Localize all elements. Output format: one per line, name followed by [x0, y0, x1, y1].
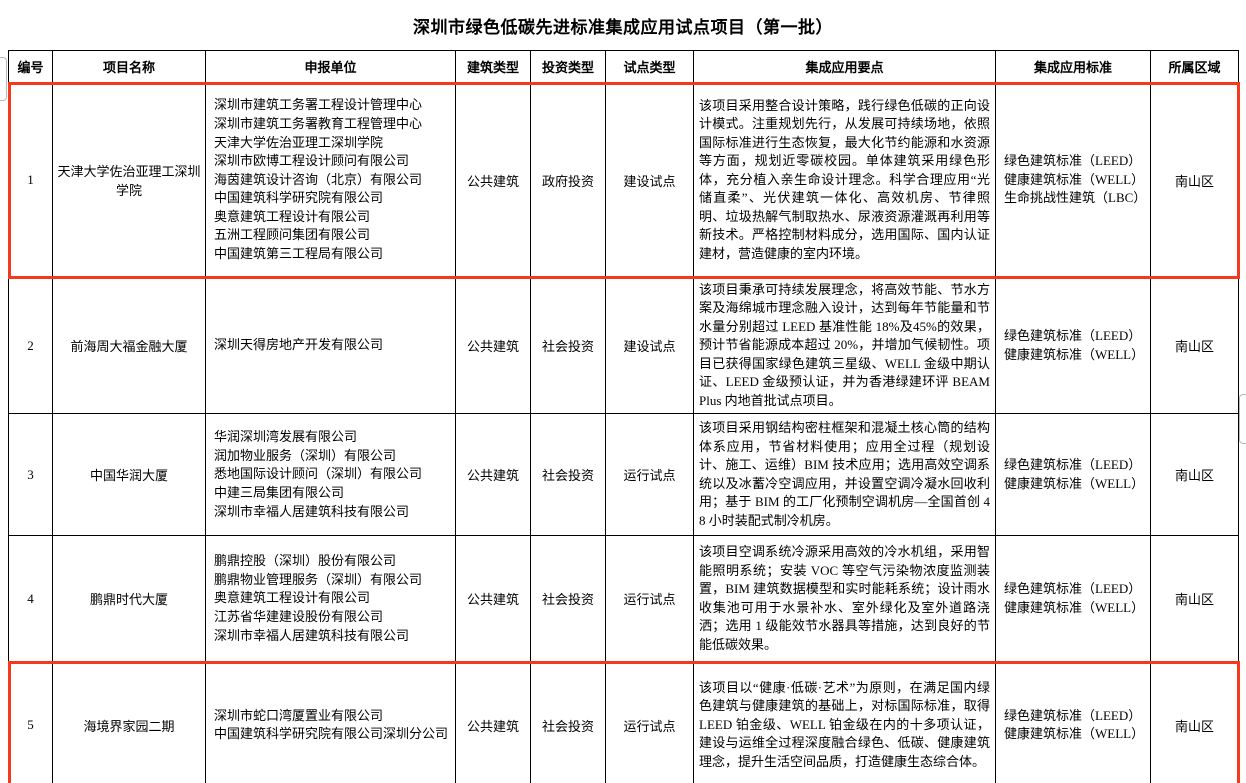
- project-name-cell: 中国华润大厦: [52, 413, 206, 537]
- applicants-item: 润加物业服务（深圳）有限公司: [214, 447, 397, 463]
- projects-table: 编号 项目名称 申报单位 建筑类型 投资类型 试点类型 集成应用要点 集成应用标准 所属区域 1…: [7, 50, 1240, 783]
- standards-item: 健康建筑标准（WELL）: [1004, 599, 1145, 615]
- standards-item: 绿色建筑标准（LEED）: [1004, 328, 1142, 343]
- row-number-cell: 5: [8, 661, 53, 783]
- key-points-cell: 该项目以“健康·低碳·艺术”为原则，在满足国内绿色建筑与健康建筑的基础上，对标国…: [693, 661, 996, 783]
- key-points-cell: 该项目采用整合设计策略，践行绿色低碳的正向设计模式。注重规划先行，从发展可持续场…: [693, 82, 996, 278]
- standards-cell: 绿色建筑标准（LEED） 健康建筑标准（WELL） 生命挑战性建筑（LBC）: [995, 82, 1151, 278]
- applicants-item: 五洲工程顾问集团有限公司: [214, 227, 371, 243]
- building-type-cell: 公共建筑: [455, 82, 531, 278]
- applicants-cell: 深圳市蛇口湾厦置业有限公司中国建筑科学研究院有限公司深圳分公司: [205, 661, 456, 783]
- investment-type-cell: 社会投资: [530, 661, 606, 783]
- applicants-item: 鹏鼎物业管理服务（深圳）有限公司: [214, 571, 423, 587]
- row-number-cell: 3: [8, 413, 53, 537]
- pilot-type-cell: 运行试点: [605, 535, 694, 663]
- scrollbar-thumb-left[interactable]: [0, 57, 7, 101]
- row-number-cell: 2: [8, 276, 53, 415]
- project-name-cell: 天津大学佐治亚理工深圳学院: [52, 82, 206, 278]
- project-name-cell: 前海周大福金融大厦: [52, 276, 206, 415]
- table-row: 4 鹏鼎时代大厦 鹏鼎控股（深圳）股份有限公司鹏鼎物业管理服务（深圳）有限公司 奥意建…: [8, 535, 1239, 663]
- column-header: 项目名称: [52, 50, 206, 83]
- page-title: 深圳市绿色低碳先进标准集成应用试点项目（第一批）: [413, 18, 833, 37]
- table-header-row: 编号 项目名称 申报单位 建筑类型 投资类型 试点类型 集成应用要点 集成应用标准 所属区域: [8, 50, 1239, 83]
- applicants-item: 鹏鼎控股（深圳）股份有限公司: [214, 553, 397, 569]
- column-header: 申报单位: [205, 50, 456, 83]
- district-cell: 南山区: [1150, 535, 1239, 663]
- key-points-cell: 该项目秉承可持续发展理念，将高效节能、节水方案及海绵城市理念融入设计，达到每年节…: [693, 276, 996, 415]
- column-header: 试点类型: [605, 50, 694, 83]
- pilot-type-cell: 建设试点: [605, 276, 694, 415]
- applicants-item: 深圳市建筑工务署教育工程管理中心: [214, 115, 423, 131]
- standards-item: 绿色建筑标准（LEED）: [1004, 457, 1142, 473]
- applicants-item: 中国建筑第三工程局有限公司: [214, 246, 384, 262]
- applicants-item: 中国建筑科学研究院有限公司深圳分公司: [214, 726, 449, 742]
- standards-item: 健康建筑标准（WELL）: [1004, 171, 1145, 187]
- standards-item: 健康建筑标准（WELL）: [1004, 346, 1145, 362]
- table-row: 3 中国华润大厦 华润深圳湾发展有限公司润加物业服务（深圳）有限公司悉地国际设计顾问…: [8, 413, 1239, 537]
- applicants-item: 深圳市蛇口湾厦置业有限公司: [214, 707, 384, 723]
- applicants-cell: 鹏鼎控股（深圳）股份有限公司鹏鼎物业管理服务（深圳）有限公司 奥意建筑工程设计有限…: [205, 535, 456, 663]
- column-header: 所属区域: [1150, 50, 1239, 83]
- applicants-item: 深圳市建筑工务署工程设计管理中心: [214, 97, 423, 113]
- building-type-cell: 公共建筑: [455, 661, 531, 783]
- district-cell: 南山区: [1150, 661, 1239, 783]
- column-header: 建筑类型: [455, 50, 531, 83]
- investment-type-cell: 社会投资: [530, 413, 606, 537]
- applicants-cell: 深圳天得房地产开发有限公司: [205, 276, 456, 415]
- investment-type-cell: 政府投资: [530, 82, 606, 278]
- row-number-cell: 1: [8, 82, 53, 278]
- investment-type-cell: 社会投资: [530, 535, 606, 663]
- applicants-item: 深圳天得房地产开发有限公司: [214, 337, 384, 353]
- applicants-item: 华润深圳湾发展有限公司: [214, 429, 358, 445]
- applicants-cell: 华润深圳湾发展有限公司润加物业服务（深圳）有限公司悉地国际设计顾问（深圳）有限公…: [205, 413, 456, 537]
- column-header: 集成应用标准: [995, 50, 1151, 83]
- table-row: 1 天津大学佐治亚理工深圳学院 深圳市建筑工务署工程设计管理中心 深圳市建筑工务署教育…: [7, 81, 1240, 279]
- applicants-item: 江苏省华建建设股份有限公司: [214, 608, 384, 624]
- project-name-cell: 海境界家园二期: [52, 661, 206, 783]
- key-points-cell: 该项目采用钢结构密柱框架和混凝土核心筒的结构体系应用，节省材料使用；应用全过程（…: [693, 413, 996, 537]
- building-type-cell: 公共建筑: [455, 413, 531, 537]
- applicants-item: 深圳市欧博工程设计顾问有限公司: [214, 153, 410, 169]
- table-row: 5 海境界家园二期 深圳市蛇口湾厦置业有限公司中国建筑科学研究院有限公司深圳分公司公…: [7, 660, 1240, 783]
- pilot-type-cell: 建设试点: [605, 82, 694, 278]
- project-name-cell: 鹏鼎时代大厦: [52, 535, 206, 663]
- standards-item: 生命挑战性建筑（LBC）: [1004, 190, 1147, 206]
- district-cell: 南山区: [1150, 276, 1239, 415]
- applicants-item: 中建三局集团有限公司: [214, 484, 345, 500]
- investment-type-cell: 社会投资: [530, 276, 606, 415]
- applicants-item: 海茵建筑设计咨询（北京）有限公司: [214, 171, 423, 187]
- standards-cell: 绿色建筑标准（LEED） 健康建筑标准（WELL）: [995, 413, 1151, 537]
- applicants-item: 奥意建筑工程设计有限公司: [214, 208, 371, 224]
- standards-item: 健康建筑标准（WELL）: [1004, 475, 1145, 491]
- district-cell: 南山区: [1150, 413, 1239, 537]
- applicants-item: 深圳市幸福人居建筑科技有限公司: [214, 627, 410, 643]
- standards-item: 绿色建筑标准（LEED）: [1004, 581, 1142, 597]
- applicants-item: 奥意建筑工程设计有限公司: [214, 590, 371, 606]
- row-number-cell: 4: [8, 535, 53, 663]
- building-type-cell: 公共建筑: [455, 276, 531, 415]
- key-points-cell: 该项目空调系统冷源采用高效的冷水机组，采用智能照明系统；安装 VOC 等空气污染…: [693, 535, 996, 663]
- column-header: 编号: [8, 50, 53, 83]
- building-type-cell: 公共建筑: [455, 535, 531, 663]
- applicants-item: 天津大学佐治亚理工深圳学院: [214, 134, 384, 150]
- column-header: 集成应用要点: [693, 50, 996, 83]
- column-header: 投资类型: [530, 50, 606, 83]
- standards-cell: 绿色建筑标准（LEED） 健康建筑标准（WELL）: [995, 535, 1151, 663]
- standards-cell: 绿色建筑标准（LEED） 健康建筑标准（WELL）: [995, 276, 1151, 415]
- applicants-item: 中国建筑科学研究院有限公司: [214, 190, 384, 206]
- scrollbar-thumb-right[interactable]: [1239, 394, 1246, 444]
- applicants-item: 悉地国际设计顾问（深圳）有限公司: [214, 466, 423, 482]
- standards-item: 绿色建筑标准（LEED）: [1004, 707, 1142, 723]
- applicants-item: 深圳市幸福人居建筑科技有限公司: [214, 503, 410, 519]
- pilot-type-cell: 运行试点: [605, 413, 694, 537]
- table-body: 1 天津大学佐治亚理工深圳学院 深圳市建筑工务署工程设计管理中心 深圳市建筑工务署教育…: [7, 81, 1240, 783]
- standards-cell: 绿色建筑标准（LEED） 健康建筑标准（WELL）: [995, 661, 1151, 783]
- standards-item: 绿色建筑标准（LEED）: [1004, 153, 1142, 169]
- table-row: 2 前海周大福金融大厦 深圳天得房地产开发有限公司 公共建筑 社会投资 建设试点 该项目秉承…: [8, 276, 1239, 415]
- standards-item: 健康建筑标准（WELL）: [1004, 726, 1145, 742]
- applicants-cell: 深圳市建筑工务署工程设计管理中心 深圳市建筑工务署教育工程管理中心 天津大学佐治亚理…: [205, 82, 456, 278]
- district-cell: 南山区: [1150, 82, 1239, 278]
- pilot-type-cell: 运行试点: [605, 661, 694, 783]
